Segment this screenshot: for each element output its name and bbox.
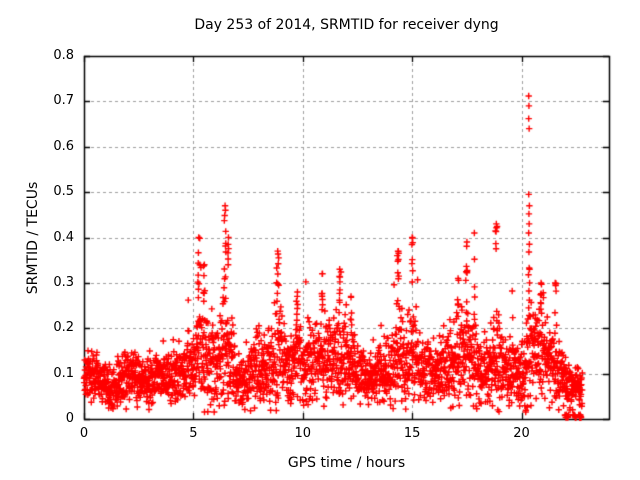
chart-title: Day 253 of 2014, SRMTID for receiver dyn…	[194, 17, 499, 33]
ytick-label-7: 0.7	[53, 93, 74, 109]
ytick-label-5: 0.5	[53, 184, 74, 200]
ytick-label-2: 0.2	[53, 320, 74, 336]
ytick-label-0: 0	[65, 411, 74, 426]
ytick-label-3: 0.3	[53, 274, 74, 290]
xtick-label-1: 5	[189, 426, 198, 441]
ytick-label-4: 0.4	[53, 229, 74, 245]
ytick-label-6: 0.6	[53, 138, 74, 154]
xtick-label-0: 0	[79, 426, 89, 441]
x-axis-label: GPS time / hours	[287, 455, 406, 471]
xtick-label-3: 15	[403, 426, 421, 441]
xtick-label-2: 10	[294, 426, 312, 441]
ytick-label-8: 0.8	[53, 48, 74, 63]
xtick-label-4: 20	[513, 426, 530, 441]
ytick-label-1: 0.1	[53, 365, 74, 381]
